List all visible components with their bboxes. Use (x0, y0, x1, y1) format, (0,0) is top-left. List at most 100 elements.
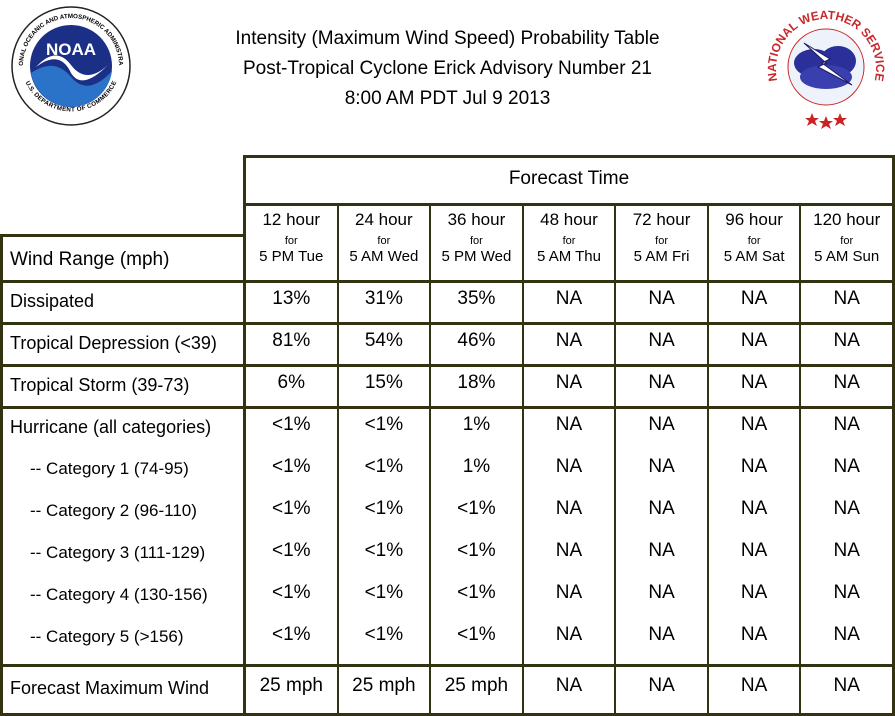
table-border (0, 234, 3, 716)
cell-value: NA (555, 675, 583, 696)
table-border (0, 234, 245, 237)
cell-value: NA (833, 498, 860, 519)
table-border (706, 205, 709, 715)
column-time: 5 AM Fri (633, 248, 690, 265)
row-label: -- Category 5 (>156) (30, 627, 184, 646)
cell-value: NA (555, 372, 583, 393)
cell-value: NA (648, 372, 675, 393)
cell-value: <1% (272, 540, 311, 561)
row-label: -- Category 3 (111-129) (30, 543, 206, 562)
column-time: 5 AM Sat (723, 248, 785, 265)
cell-value: 18% (457, 372, 496, 393)
cell-value: NA (740, 675, 768, 696)
column-for: for (840, 235, 854, 247)
cell-value: NA (833, 414, 860, 435)
cell-value: 1% (462, 414, 491, 435)
cell-value: 25 mph (352, 675, 416, 696)
column-for: for (377, 235, 391, 247)
cell-value: NA (740, 582, 768, 603)
table-border (0, 280, 895, 283)
cell-value: NA (648, 675, 675, 696)
cell-value: <1% (364, 624, 404, 645)
column-for: for (562, 235, 576, 247)
cell-value: <1% (364, 582, 404, 603)
cell-value: NA (648, 456, 675, 477)
cell-value: NA (833, 540, 860, 561)
cell-value: 81% (272, 330, 311, 351)
table-border (521, 205, 524, 715)
nws-logo: NATIONAL WEATHER SERVICE (765, 7, 887, 129)
cell-value: NA (740, 372, 768, 393)
cell-value: <1% (457, 624, 496, 645)
column-for: for (284, 235, 298, 247)
cell-value: 35% (457, 288, 496, 309)
column-for: for (747, 235, 761, 247)
cell-value: 15% (364, 372, 403, 393)
cell-value: NA (740, 498, 768, 519)
cell-value: NA (555, 624, 583, 645)
cell-value: <1% (364, 540, 404, 561)
cell-value: NA (555, 330, 583, 351)
cell-value: NA (740, 540, 768, 561)
cell-value: NA (555, 288, 583, 309)
cell-value: NA (740, 330, 768, 351)
cell-value: <1% (272, 498, 311, 519)
cell-value: NA (648, 288, 675, 309)
cell-value: NA (648, 582, 675, 603)
table-border (0, 713, 895, 716)
table-border (614, 205, 617, 715)
cell-value: <1% (364, 498, 404, 519)
cell-value: <1% (364, 414, 404, 435)
cell-value: <1% (272, 624, 311, 645)
table-border (336, 205, 339, 715)
title-line: Intensity (Maximum Wind Speed) Probabili… (235, 28, 660, 49)
cell-value: 31% (364, 288, 403, 309)
column-time: 5 PM Wed (441, 248, 512, 265)
cell-value: NA (740, 414, 768, 435)
cell-value: <1% (457, 582, 496, 603)
cell-value: NA (833, 288, 860, 309)
column-hours: 72 hour (632, 210, 691, 229)
cell-value: NA (648, 540, 675, 561)
cell-value: 6% (277, 372, 306, 393)
cell-value: 25 mph (259, 675, 323, 696)
table-border (799, 205, 802, 715)
column-hours: 96 hour (725, 210, 783, 229)
table-border (243, 155, 895, 158)
cell-value: <1% (364, 456, 404, 477)
table-border (429, 205, 432, 715)
column-hours: 12 hour (262, 210, 321, 229)
row-label: Dissipated (10, 291, 95, 311)
table-border (243, 155, 246, 715)
column-hours: 120 hour (813, 210, 881, 229)
column-for: for (470, 235, 483, 247)
cell-value: <1% (457, 540, 496, 561)
cell-value: NA (648, 624, 675, 645)
cell-value: NA (555, 456, 583, 477)
row-label: Forecast Maximum Wind (10, 678, 210, 698)
column-for: for (655, 235, 668, 247)
cell-value: 54% (364, 330, 403, 351)
cell-value: NA (555, 498, 583, 519)
row-header-label: Wind Range (mph) (10, 249, 170, 270)
cell-value: 25 mph (444, 675, 509, 696)
cell-value: NA (740, 456, 768, 477)
column-hours: 24 hour (355, 210, 413, 229)
cell-value: NA (833, 456, 860, 477)
column-hours: 48 hour (540, 210, 598, 229)
column-time: 5 AM Wed (349, 248, 419, 265)
cell-value: NA (648, 330, 675, 351)
row-label: Tropical Depression (<39) (10, 333, 217, 353)
row-label: Tropical Storm (39-73) (10, 375, 190, 395)
table-border (0, 322, 895, 325)
cell-value: 1% (462, 456, 491, 477)
cell-value: NA (833, 372, 860, 393)
cell-value: NA (833, 675, 860, 696)
cell-value: 46% (457, 330, 496, 351)
cell-value: <1% (272, 414, 311, 435)
cell-value: NA (648, 414, 675, 435)
table-border (892, 155, 895, 715)
cell-value: <1% (457, 498, 496, 519)
column-time: 5 AM Sun (814, 248, 880, 265)
